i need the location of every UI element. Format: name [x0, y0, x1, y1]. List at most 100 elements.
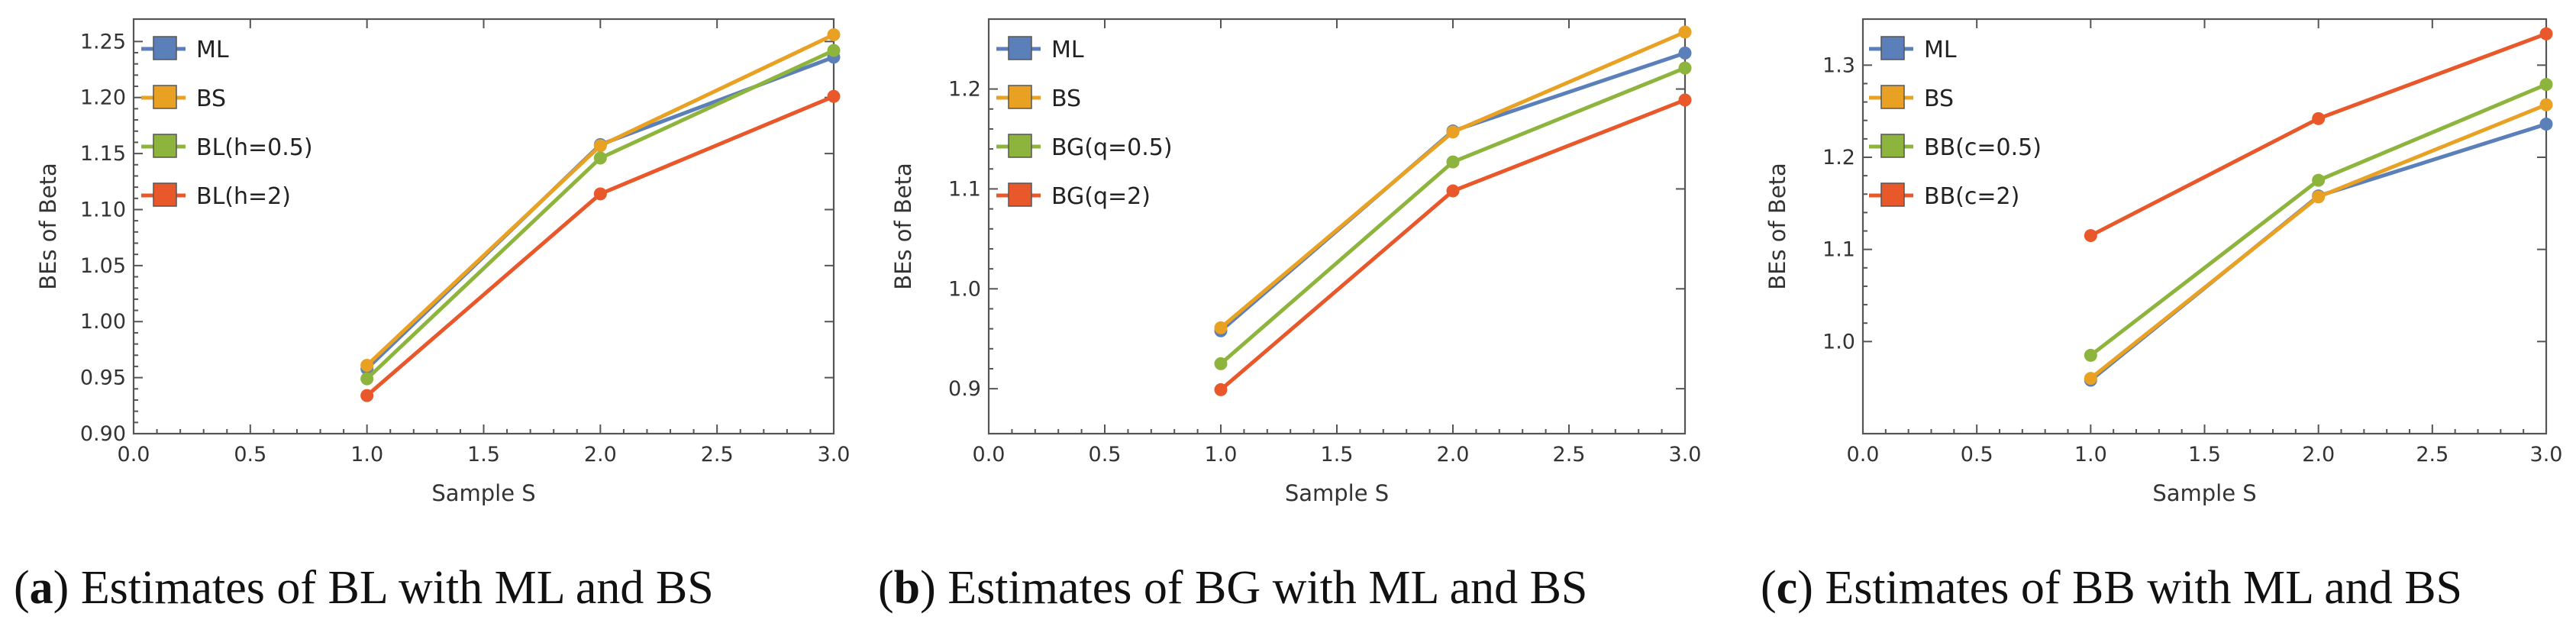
data-point [2312, 190, 2326, 204]
caption-open-paren: ( [878, 562, 894, 614]
y-tick-label: 1.10 [80, 198, 126, 221]
x-tick-label: 0.5 [234, 443, 266, 466]
data-point [1214, 383, 1228, 396]
legend-swatch [1008, 85, 1032, 109]
data-point [1678, 25, 1692, 39]
legend-swatch [1880, 85, 1905, 109]
y-tick-label: 1.0 [948, 277, 981, 301]
data-point [827, 28, 841, 42]
data-point [593, 187, 607, 201]
x-tick-label: 0.0 [118, 443, 150, 466]
x-tick-label: 1.5 [467, 443, 500, 466]
chart-panel-c: 0.0 0.5 1.0 1.5 2.0 2.5 3.0 1.0 1.1 1.2 1.3 Sample … [1761, 18, 2563, 614]
chart-panel-b: 0.0 0.5 1.0 1.5 2.0 2.5 3.0 0.9 1.0 1.1 1.2 Sample … [878, 18, 1702, 614]
caption-text: Estimates of BL with ML and BS [81, 562, 714, 614]
legend-label: ML [1924, 37, 1957, 63]
legend-swatch [1008, 134, 1032, 158]
data-point [1678, 61, 1692, 75]
data-point [2539, 118, 2553, 131]
series-line-BB(c=0.5) [2089, 82, 2547, 357]
data-point [1446, 155, 1460, 169]
legend-label: ML [1051, 37, 1084, 63]
caption-close-paren: ) [920, 562, 947, 614]
data-point [1678, 93, 1692, 107]
y-tick-label: 0.95 [80, 366, 126, 390]
data-point [1678, 46, 1692, 60]
plot-frame [1861, 18, 2548, 435]
caption-close-paren: ) [1797, 562, 1825, 614]
caption: (b) Estimates of BG with ML and BS [878, 562, 1587, 614]
data-point [2312, 111, 2326, 125]
legend-swatch [1008, 36, 1032, 60]
legend-swatch [1008, 182, 1032, 207]
y-tick-label: 1.25 [80, 30, 126, 53]
series-line-ML [2089, 122, 2547, 382]
legend-swatch [153, 134, 177, 158]
data-point [360, 372, 374, 386]
x-axis-title: Sample S [2152, 480, 2256, 506]
caption-letter: a [30, 562, 53, 614]
caption-text: Estimates of BB with ML and BS [1825, 562, 2462, 614]
x-axis-title: Sample S [1285, 480, 1389, 506]
data-point [1446, 125, 1460, 139]
data-point [2539, 78, 2553, 92]
x-tick-label: 2.5 [701, 443, 734, 466]
x-tick-label: 1.5 [1321, 443, 1354, 466]
x-tick-label: 3.0 [2530, 443, 2563, 466]
caption-text: Estimates of BG with ML and BS [947, 562, 1587, 614]
data-point [827, 89, 841, 103]
series-line-BB(c=2) [2090, 31, 2547, 237]
legend-swatch [1880, 36, 1905, 60]
x-tick-label: 1.0 [350, 443, 383, 466]
caption-open-paren: ( [14, 562, 30, 614]
plot-frame [987, 18, 1687, 435]
legend-swatch [153, 36, 177, 60]
x-tick-label: 1.0 [2074, 443, 2107, 466]
data-point [2539, 27, 2553, 40]
x-tick-label: 1.5 [2188, 443, 2221, 466]
caption: (a) Estimates of BL with ML and BS [14, 562, 714, 614]
legend-label: BS [1924, 86, 1954, 112]
data-point [1214, 321, 1228, 334]
data-point [360, 389, 374, 402]
y-tick-label: 1.1 [948, 177, 981, 201]
legend-label: BG(q=2) [1051, 183, 1151, 210]
y-axis-title: BEs of Beta [890, 163, 916, 290]
y-tick-label: 1.0 [1822, 330, 1855, 353]
legend-swatch [1880, 182, 1905, 207]
legend-label: ML [196, 37, 229, 63]
series-line-ML [365, 55, 834, 370]
data-point [2084, 348, 2097, 362]
y-axis-title: BEs of Beta [35, 163, 61, 290]
legend-label: BS [196, 86, 226, 112]
legend-label: BG(q=0.5) [1051, 134, 1173, 161]
chart-panel-a: 0.0 0.5 1.0 1.5 2.0 2.5 3.0 0.90 0.95 1.00 1.05 1.1… [14, 18, 851, 614]
x-tick-label: 1.0 [1205, 443, 1238, 466]
data-point [2539, 98, 2553, 111]
x-tick-label: 2.5 [1553, 443, 1586, 466]
legend-label: BL(h=2) [196, 183, 291, 210]
caption: (c) Estimates of BB with ML and BS [1761, 562, 2462, 614]
legend-label: BS [1051, 86, 1081, 112]
data-point [827, 44, 841, 57]
legend-label: BL(h=0.5) [196, 134, 313, 161]
y-tick-label: 1.1 [1822, 238, 1855, 262]
plot-frame [132, 18, 835, 435]
series-line-BG(q=0.5) [1219, 66, 1686, 366]
data-point [360, 358, 374, 372]
y-axis-title: BEs of Beta [1764, 163, 1790, 290]
data-point [2084, 372, 2097, 386]
data-point [2084, 229, 2097, 243]
y-tick-label: 0.9 [948, 377, 981, 401]
y-tick-label: 1.20 [80, 86, 126, 110]
x-tick-label: 3.0 [1669, 443, 1702, 466]
x-tick-label: 2.0 [1437, 443, 1470, 466]
x-tick-label: 0.5 [1089, 443, 1122, 466]
data-point [593, 139, 607, 153]
legend-label: BB(c=0.5) [1924, 134, 2042, 161]
series-line-BL(h=0.5) [365, 48, 835, 380]
x-tick-label: 2.5 [2416, 443, 2448, 466]
y-tick-label: 1.00 [80, 310, 126, 334]
x-tick-label: 3.0 [818, 443, 851, 466]
x-tick-label: 2.0 [584, 443, 617, 466]
